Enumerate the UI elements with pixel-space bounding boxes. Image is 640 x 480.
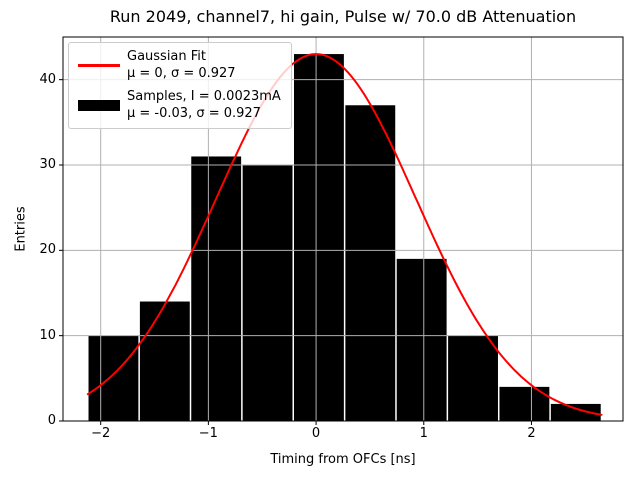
legend-label-samples: Samples, I = 0.0023mA μ = -0.03, σ = 0.9… [127, 88, 281, 122]
legend-entry-gaussian-fit: Gaussian Fit μ = 0, σ = 0.927 [78, 48, 281, 82]
black-line-icon [78, 99, 120, 111]
legend-label-line: Gaussian Fit [127, 49, 207, 64]
legend-label-line: μ = -0.03, σ = 0.927 [127, 106, 261, 121]
y-tick-label: 10 [39, 327, 56, 343]
legend: Gaussian Fit μ = 0, σ = 0.927 Samples, I… [68, 42, 292, 129]
legend-entry-samples: Samples, I = 0.0023mA μ = -0.03, σ = 0.9… [78, 88, 281, 122]
histogram-bar [396, 258, 447, 421]
histogram-bar [550, 403, 601, 421]
y-tick-label: 20 [39, 242, 56, 258]
chart-title: Run 2049, channel7, hi gain, Pulse w/ 70… [109, 7, 577, 26]
x-tick-label: 1 [419, 426, 428, 441]
histogram-bar [242, 165, 293, 421]
legend-label-gaussian-fit: Gaussian Fit μ = 0, σ = 0.927 [127, 48, 236, 82]
x-tick-label: 2 [527, 426, 536, 441]
x-axis-label: Timing from OFCs [ns] [270, 452, 416, 467]
y-tick-label: 0 [47, 413, 56, 428]
gaussian-fit-curve [86, 53, 603, 416]
y-tick-label: 30 [39, 157, 56, 172]
y-tick-label: 40 [39, 71, 56, 87]
y-axis-label: Entries [13, 206, 29, 252]
histogram-bar [139, 301, 190, 421]
histogram-bar [448, 335, 498, 421]
x-tick-label: −2 [91, 426, 111, 441]
histogram-bar [88, 335, 139, 421]
histogram-bar [294, 54, 344, 421]
red-line-icon [78, 63, 120, 67]
axes-spines [62, 36, 624, 422]
x-tick-label: −1 [198, 426, 218, 441]
legend-label-line: Samples, I = 0.0023mA [127, 89, 281, 104]
histogram-bar [345, 105, 396, 422]
x-tick-label: 0 [311, 426, 321, 441]
legend-label-line: μ = 0, σ = 0.927 [127, 66, 236, 81]
